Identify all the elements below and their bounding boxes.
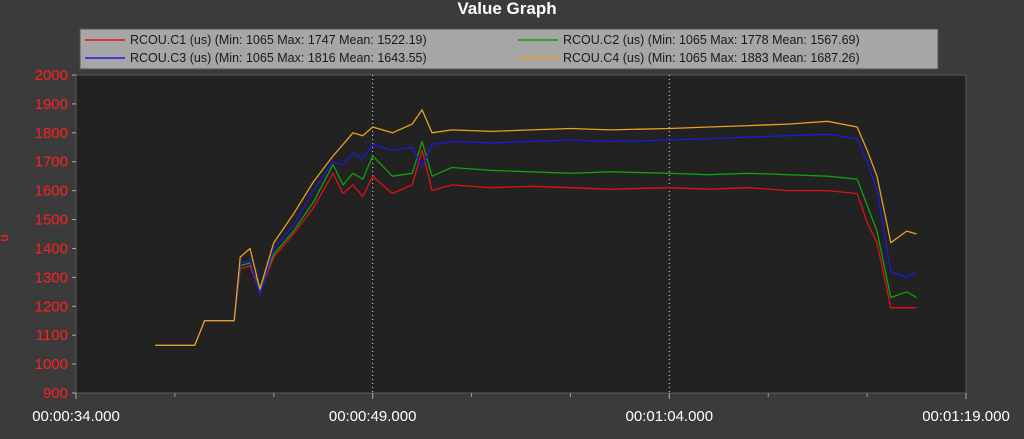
y-tick-label: 1400 — [35, 240, 68, 257]
series-line-rcou-c4 — [155, 109, 917, 346]
plot-area — [75, 74, 967, 394]
y-axis-label: u — [0, 234, 11, 241]
legend[interactable]: RCOU.C1 (us) (Min: 1065 Max: 1747 Mean: … — [79, 28, 939, 70]
series-lines — [155, 109, 917, 346]
x-tick-label: 00:00:49.000 — [329, 408, 417, 425]
y-tick-label: 2000 — [35, 67, 68, 84]
legend-box — [79, 28, 939, 70]
chart-title: Value Graph — [457, 0, 556, 18]
y-tick-label: 1600 — [35, 183, 68, 200]
y-tick-label: 900 — [43, 385, 68, 402]
y-tick-label: 1900 — [35, 96, 68, 113]
x-tick-label: 00:01:04.000 — [626, 408, 714, 425]
y-tick-label: 1200 — [35, 298, 68, 315]
y-tick-label: 1100 — [36, 327, 68, 344]
y-tick-label: 1000 — [35, 356, 68, 373]
y-tick-label: 1700 — [35, 154, 68, 171]
y-tick-label: 1300 — [35, 269, 68, 286]
x-tick-label: 00:01:19.000 — [922, 408, 1010, 425]
x-tick-label: 00:00:34.000 — [32, 408, 120, 425]
legend-entry[interactable]: RCOU.C2 (us) (Min: 1065 Max: 1778 Mean: … — [563, 33, 860, 47]
y-tick-label: 1800 — [35, 125, 68, 142]
series-line-rcou-c2 — [155, 140, 917, 346]
y-tick-label: 1500 — [35, 212, 68, 229]
y-axis: 900 1000 1100 1200 1300 1400 1500 1600 1700 1800 1… — [35, 67, 76, 402]
legend-entry[interactable]: RCOU.C4 (us) (Min: 1065 Max: 1883 Mean: … — [563, 51, 860, 65]
x-axis: 00:00:34.000 00:00:49.000 00:01:04.000 00:0… — [32, 393, 1010, 425]
legend-entry[interactable]: RCOU.C3 (us) (Min: 1065 Max: 1816 Mean: … — [130, 51, 427, 65]
legend-entry[interactable]: RCOU.C1 (us) (Min: 1065 Max: 1747 Mean: … — [130, 33, 427, 47]
series-line-rcou-c3 — [155, 133, 917, 346]
